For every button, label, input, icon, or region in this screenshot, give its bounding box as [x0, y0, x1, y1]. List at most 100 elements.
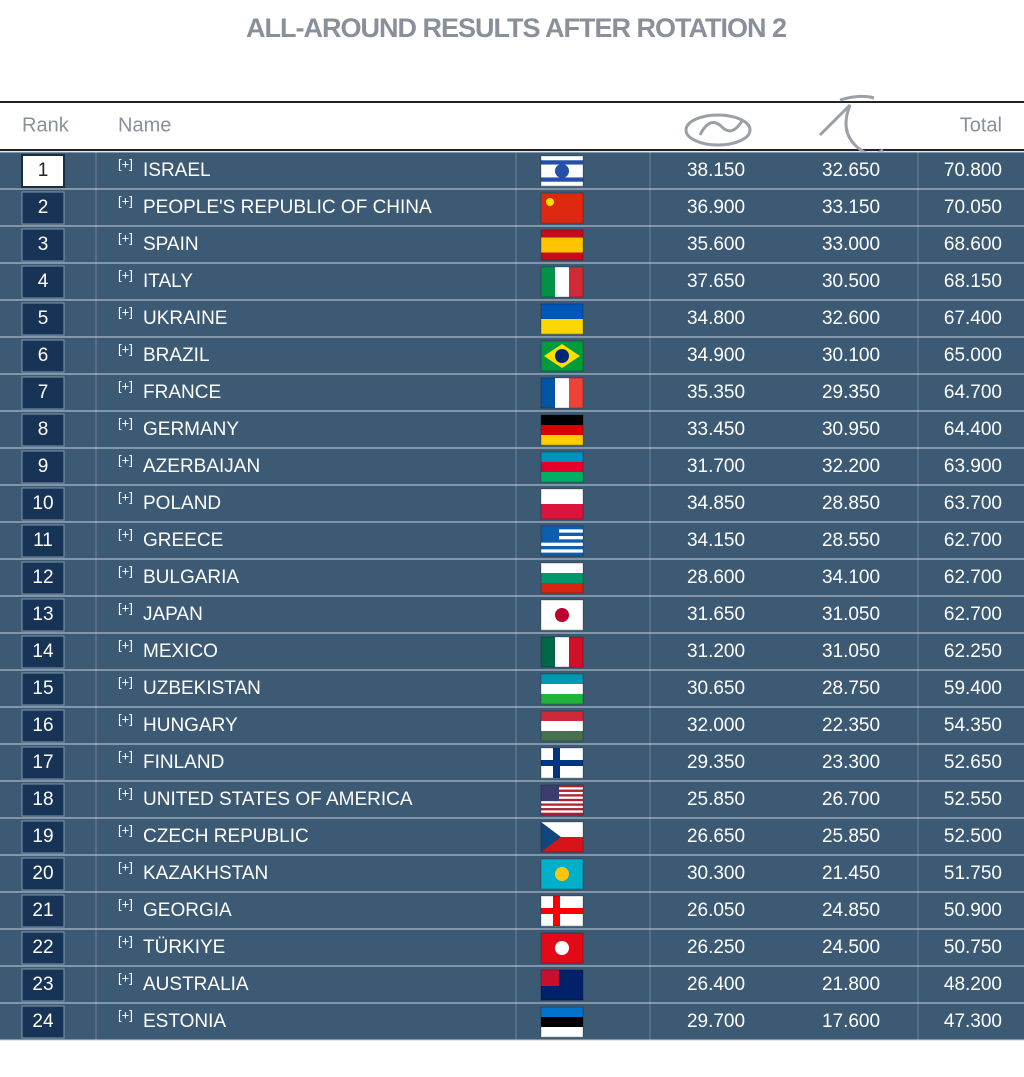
country-flag [540, 414, 584, 446]
rank-box [21, 450, 65, 484]
expand-toggle[interactable]: [+] [118, 267, 133, 282]
flag-stripe [541, 805, 583, 809]
country-flag [540, 969, 584, 1001]
total-score: 64.400 [944, 419, 1002, 440]
total-score: 70.050 [944, 197, 1002, 218]
flag-stripe [541, 803, 583, 806]
page-title: ALL-AROUND RESULTS AFTER ROTATION 2 [246, 13, 786, 43]
expand-toggle[interactable]: [+] [118, 378, 133, 393]
expand-toggle[interactable]: [+] [118, 1007, 133, 1022]
row-background [0, 892, 1024, 929]
expand-toggle[interactable]: [+] [118, 970, 133, 985]
flag-stripe [541, 177, 583, 182]
score-ribbon: 31.050 [822, 604, 880, 625]
score-ribbon: 30.100 [822, 345, 880, 366]
row-background [0, 522, 1024, 559]
flag-stripe [541, 435, 583, 446]
flag-stripe [541, 452, 583, 463]
rank-box [21, 1005, 65, 1039]
rank-box [21, 228, 65, 262]
expand-toggle[interactable]: [+] [118, 674, 133, 689]
flag-stripe [541, 319, 583, 335]
expand-toggle[interactable]: [+] [118, 637, 133, 652]
flag-border [540, 303, 584, 335]
score-ribbon: 28.550 [822, 530, 880, 551]
expand-toggle[interactable]: [+] [118, 563, 133, 578]
flag-cross [541, 760, 583, 766]
expand-toggle[interactable]: [+] [118, 489, 133, 504]
expand-toggle[interactable]: [+] [118, 156, 133, 171]
flag-border [540, 562, 584, 594]
total-score: 62.700 [944, 604, 1002, 625]
country-name: JAPAN [143, 604, 203, 625]
row-background [0, 263, 1024, 300]
flag-stripe [541, 245, 583, 253]
row-background [0, 855, 1024, 892]
country-flag [540, 636, 584, 668]
expand-toggle[interactable]: [+] [118, 341, 133, 356]
expand-toggle[interactable]: [+] [118, 896, 133, 911]
total-score: 52.550 [944, 789, 1002, 810]
flag-stripe [541, 694, 583, 705]
country-name: HUNGARY [143, 715, 238, 736]
flag-cross [541, 908, 583, 914]
flag-border [540, 969, 584, 1001]
column-header: Total [960, 114, 1002, 136]
expand-toggle[interactable]: [+] [118, 304, 133, 319]
expand-toggle[interactable]: [+] [118, 526, 133, 541]
flag-border [540, 414, 584, 446]
rank-box [21, 191, 65, 225]
country-flag [540, 192, 584, 224]
expand-toggle[interactable]: [+] [118, 859, 133, 874]
flag-stripe [541, 583, 583, 594]
flag-border [540, 932, 584, 964]
expand-toggle[interactable]: [+] [118, 711, 133, 726]
rank-box [21, 635, 65, 669]
total-score: 54.350 [944, 715, 1002, 736]
total-score: 65.000 [944, 345, 1002, 366]
flag-stripe [541, 789, 583, 793]
flag-stripe [541, 529, 583, 533]
expand-toggle[interactable]: [+] [118, 822, 133, 837]
country-flag [540, 488, 584, 520]
row-background [0, 485, 1024, 522]
country-flag [540, 155, 584, 187]
country-flag [540, 858, 584, 890]
expand-toggle[interactable]: [+] [118, 452, 133, 467]
country-name: TÜRKIYE [143, 937, 225, 958]
country-flag [540, 599, 584, 631]
flag-stripe [541, 504, 583, 520]
total-score: 68.150 [944, 271, 1002, 292]
flag-border [540, 710, 584, 742]
country-name: MEXICO [143, 641, 218, 662]
score-ribbon: 24.500 [822, 937, 880, 958]
expand-toggle[interactable]: [+] [118, 600, 133, 615]
rank: 13 [32, 604, 53, 625]
rank-box [21, 783, 65, 817]
rank: 18 [32, 789, 53, 810]
rank-box [21, 598, 65, 632]
flag-stripe [555, 378, 570, 408]
flag-stripe [541, 542, 583, 547]
score-ball: 26.650 [687, 826, 745, 847]
expand-toggle[interactable]: [+] [118, 748, 133, 763]
column-header: Name [118, 114, 171, 136]
rank: 16 [32, 715, 53, 736]
flag-stripe [541, 1027, 583, 1038]
country-flag [540, 377, 584, 409]
flag-stripe [541, 252, 583, 261]
expand-toggle[interactable]: [+] [118, 193, 133, 208]
expand-toggle[interactable]: [+] [118, 785, 133, 800]
country-flag [540, 562, 584, 594]
expand-toggle[interactable]: [+] [118, 230, 133, 245]
score-ribbon: 23.300 [822, 752, 880, 773]
rank-box [21, 561, 65, 595]
score-ball: 34.900 [687, 345, 745, 366]
ball-icon [684, 113, 752, 147]
country-name: BULGARIA [143, 567, 239, 588]
flag-border [540, 858, 584, 890]
expand-toggle[interactable]: [+] [118, 933, 133, 948]
expand-toggle[interactable]: [+] [118, 415, 133, 430]
country-flag [540, 266, 584, 298]
flag-stripe [541, 156, 583, 161]
